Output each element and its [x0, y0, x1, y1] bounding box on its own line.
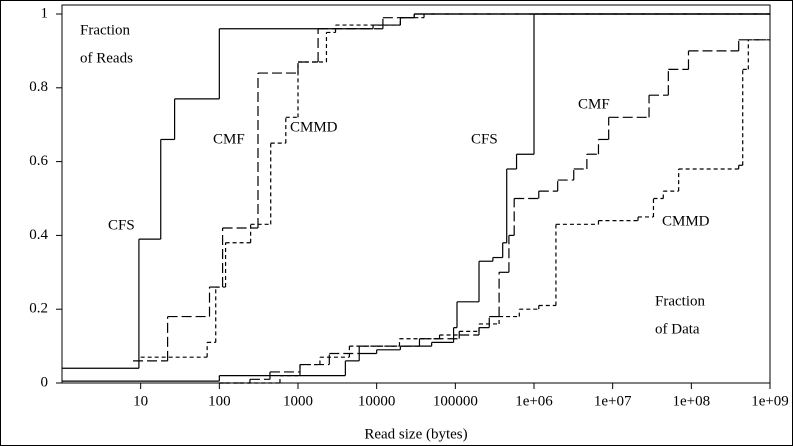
plot-frame	[61, 4, 771, 384]
x-tick-label: 10	[133, 393, 148, 409]
series-label: CMMD	[662, 213, 710, 229]
x-tick-label: 1e+09	[751, 393, 789, 409]
series-label: CMMD	[290, 119, 338, 135]
x-tick-label: 100000	[433, 393, 478, 409]
x-tick-label: 1e+06	[515, 393, 553, 409]
series-label: CFS	[108, 217, 135, 233]
y-tick-label: 0	[41, 374, 49, 390]
annotation: of Reads	[80, 50, 133, 66]
y-tick-label: 1	[41, 5, 49, 21]
y-tick-label: 0.4	[29, 227, 48, 243]
x-tick-label: 1000	[283, 393, 313, 409]
x-tick-label: 1e+07	[594, 393, 632, 409]
annotation: of Data	[655, 321, 700, 337]
y-tick-label: 0.8	[29, 79, 48, 95]
x-tick-label: 1e+08	[673, 393, 711, 409]
y-tick-label: 0.2	[29, 301, 48, 317]
annotation: Fraction	[655, 293, 705, 309]
x-axis-label: Read size (bytes)	[364, 426, 467, 442]
y-tick-label: 0.6	[29, 153, 48, 169]
x-tick-label: 10000	[358, 393, 396, 409]
series-label: CMF	[578, 96, 610, 112]
x-tick-label: 100	[208, 393, 231, 409]
series-label: CFS	[471, 131, 498, 147]
annotation: Fraction	[80, 22, 130, 38]
series-label: CMF	[213, 131, 245, 147]
